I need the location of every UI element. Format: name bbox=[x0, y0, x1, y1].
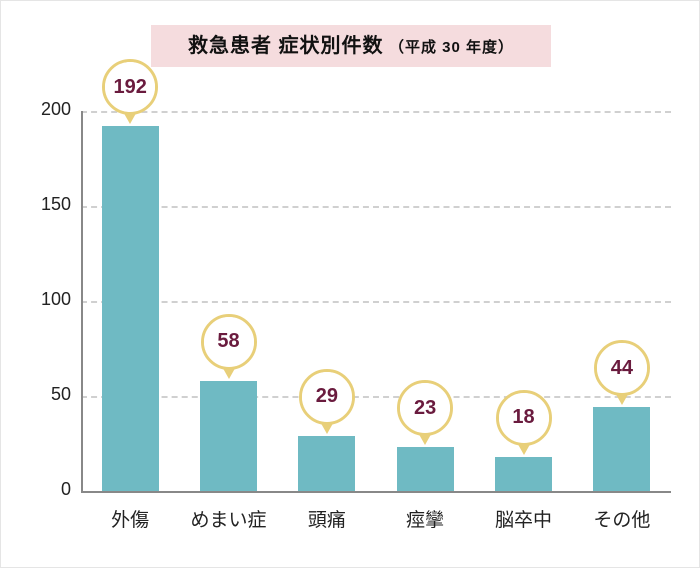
value-label: 18 bbox=[499, 393, 549, 443]
x-axis bbox=[81, 491, 671, 493]
value-balloon: 29 bbox=[302, 372, 352, 422]
value-balloon: 192 bbox=[105, 62, 155, 112]
value-balloon: 58 bbox=[204, 317, 254, 367]
y-tick-label: 200 bbox=[21, 99, 71, 120]
category-label: 脳卒中 bbox=[474, 505, 572, 532]
category-label: その他 bbox=[573, 505, 671, 532]
value-label: 44 bbox=[597, 343, 647, 393]
y-tick-label: 0 bbox=[21, 479, 71, 500]
y-axis bbox=[81, 111, 83, 491]
gridline bbox=[81, 206, 671, 208]
value-label: 192 bbox=[105, 62, 155, 112]
bar-chart: 0 50 100 150 200 外傷 192 めまい症 58 頭痛 29 痙攣 23 脳卒中 18 その他 4… bbox=[1, 1, 700, 569]
bar bbox=[495, 457, 552, 491]
bar bbox=[298, 436, 355, 491]
gridline bbox=[81, 396, 671, 398]
bar bbox=[593, 407, 650, 491]
category-label: 頭痛 bbox=[278, 505, 376, 532]
value-label: 29 bbox=[302, 372, 352, 422]
bar bbox=[397, 447, 454, 491]
value-balloon: 44 bbox=[597, 343, 647, 393]
category-label: 痙攣 bbox=[376, 505, 474, 532]
gridline bbox=[81, 301, 671, 303]
value-balloon: 23 bbox=[400, 383, 450, 433]
category-label: めまい症 bbox=[179, 505, 277, 532]
y-tick-label: 100 bbox=[21, 289, 71, 310]
bar bbox=[200, 381, 257, 491]
chart-canvas: 救急患者 症状別件数 （平成 30 年度） 050100150200外傷192め… bbox=[0, 0, 700, 568]
bar bbox=[102, 126, 159, 491]
gridline bbox=[81, 111, 671, 113]
y-tick-label: 50 bbox=[21, 384, 71, 405]
value-label: 58 bbox=[204, 317, 254, 367]
category-label: 外傷 bbox=[81, 505, 179, 532]
y-tick-label: 150 bbox=[21, 194, 71, 215]
value-balloon: 18 bbox=[499, 393, 549, 443]
